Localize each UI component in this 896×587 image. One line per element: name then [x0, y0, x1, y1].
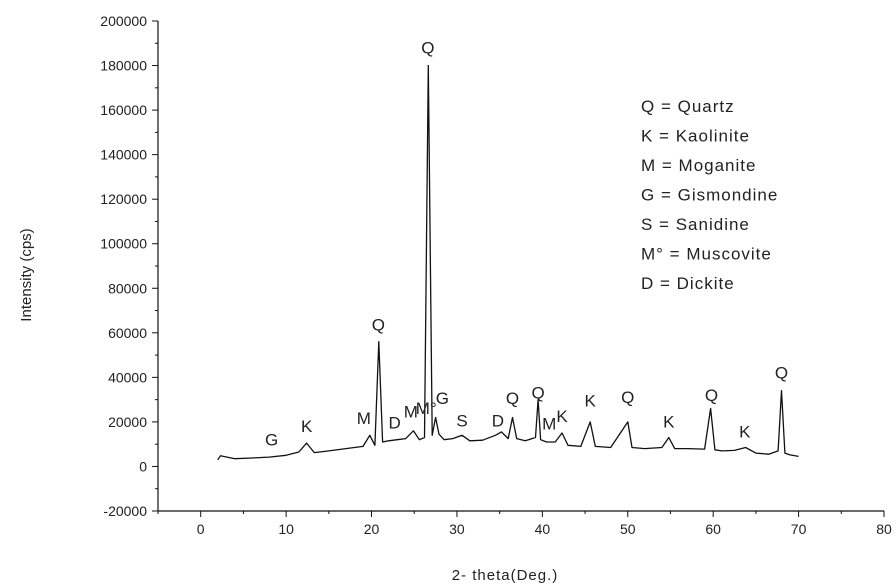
y-tick-label: 0 — [139, 458, 147, 474]
legend-entry: D = Dickite — [641, 274, 735, 293]
peak-label: K — [585, 391, 597, 410]
peak-label: K — [301, 417, 313, 436]
legend-entry: S = Sanidine — [641, 215, 750, 234]
y-tick-label: 140000 — [100, 147, 147, 163]
peak-label: G — [436, 389, 449, 408]
x-tick-label: 30 — [449, 521, 465, 537]
peak-label: K — [663, 412, 675, 431]
y-tick-label: -20000 — [103, 503, 147, 519]
y-tick-label: 180000 — [100, 58, 147, 74]
y-tick-label: 60000 — [108, 325, 147, 341]
axis-ticks: 0 10 20 30 40 50 60 70 80 -20000 0 20000 40000 60000 8… — [100, 13, 892, 537]
peak-label: M — [357, 409, 371, 428]
x-tick-label: 40 — [535, 521, 551, 537]
y-tick-label: 20000 — [108, 414, 147, 430]
peak-label: G — [265, 430, 278, 449]
y-tick-label: 40000 — [108, 369, 147, 385]
peak-label: M — [404, 402, 418, 421]
y-axis-title: Intensity (cps) — [18, 228, 35, 321]
legend-entry: Q = Quartz — [641, 97, 735, 116]
x-axis-title: 2- theta(Deg.) — [452, 567, 559, 584]
x-tick-label: 10 — [278, 521, 294, 537]
legend-entry: K = Kaolinite — [641, 127, 750, 146]
x-tick-label: 60 — [705, 521, 721, 537]
peak-label: Q — [506, 389, 519, 408]
peak-label: Q — [621, 388, 634, 407]
x-tick-label: 0 — [197, 521, 205, 537]
peak-label: M° — [416, 399, 437, 418]
peak-label: D — [388, 414, 400, 433]
peak-label: K — [556, 407, 568, 426]
peak-label: D — [492, 411, 504, 430]
peak-label: Q — [421, 38, 434, 57]
legend: Q = Quartz K = Kaolinite M = Moganite G = G… — [641, 97, 778, 293]
peak-label: M — [542, 415, 556, 434]
x-tick-label: 70 — [791, 521, 807, 537]
y-tick-label: 120000 — [100, 191, 147, 207]
series-layer — [217, 64, 799, 461]
legend-entry: M° = Muscovite — [641, 245, 772, 264]
y-tick-label: 80000 — [108, 280, 147, 296]
peak-label: Q — [775, 363, 788, 382]
y-tick-label: 100000 — [100, 236, 147, 252]
legend-entry: G = Gismondine — [641, 186, 778, 205]
x-tick-label: 50 — [620, 521, 636, 537]
y-tick-label: 160000 — [100, 102, 147, 118]
peak-label: Q — [705, 386, 718, 405]
y-tick-label: 200000 — [100, 13, 147, 29]
peak-label: Q — [531, 384, 544, 403]
x-tick-label: 80 — [876, 521, 892, 537]
legend-entry: M = Moganite — [641, 156, 756, 175]
peak-label: K — [739, 423, 751, 442]
peak-label: S — [456, 411, 467, 430]
series-line-0 — [217, 64, 799, 461]
x-tick-label: 20 — [364, 521, 380, 537]
peak-label: Q — [372, 316, 385, 335]
